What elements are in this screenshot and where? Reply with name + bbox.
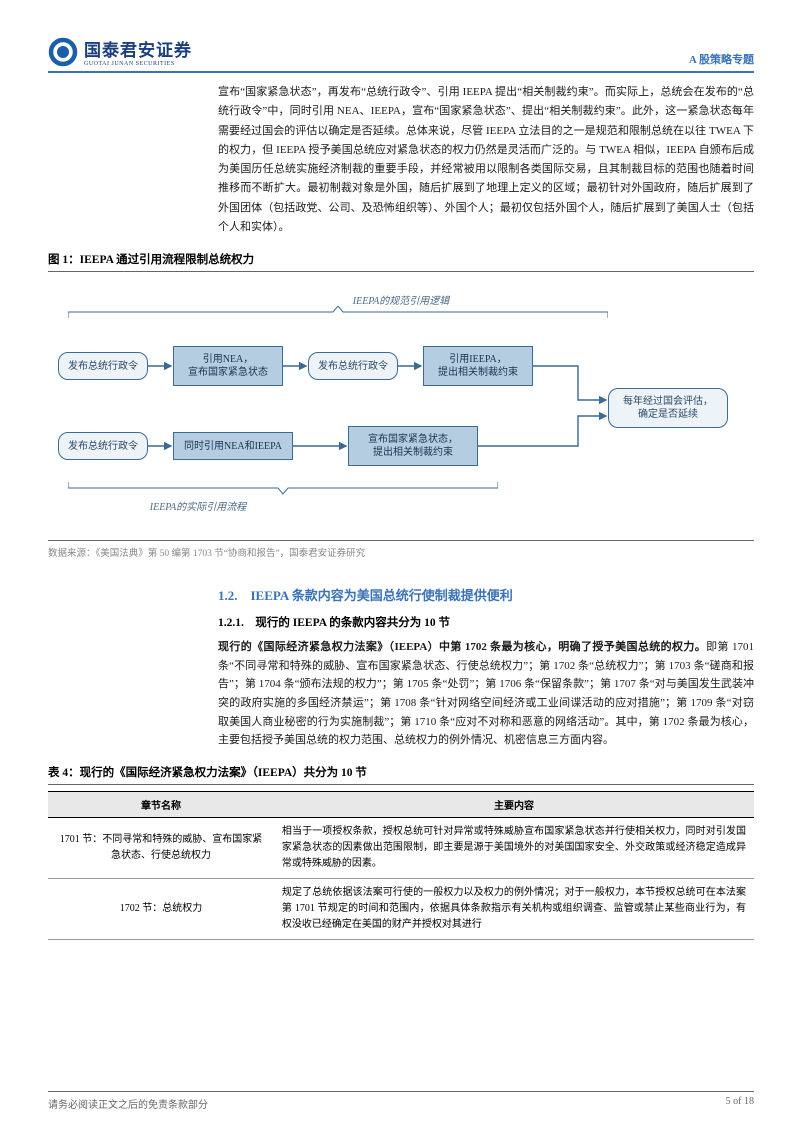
section-body-rest: 即第 1701 条“不同寻常和特殊的威胁、宣布国家紧急状态、行使总统权力”；第 … bbox=[218, 641, 754, 746]
table-header-1: 章节名称 bbox=[48, 792, 274, 818]
table-row: 1702 节：总统权力 规定了总统依据该法案可行使的一般权力以及权力的例外情况；… bbox=[48, 879, 754, 940]
flow-r1-b2: 引用NEA， 宣布国家紧急状态 bbox=[173, 346, 283, 386]
flow-top-label: IEEPA的规范引用逻辑 bbox=[48, 292, 754, 307]
table-4: 章节名称 主要内容 1701 节：不同寻常和特殊的威胁、宣布国家紧急状态、行使总… bbox=[48, 791, 754, 940]
flow-r2-b2: 同时引用NEA和IEEPA bbox=[173, 432, 293, 460]
flow-r2-b3: 宣布国家紧急状态， 提出相关制裁约束 bbox=[348, 426, 478, 466]
table-4-title: 表 4：现行的《国际经济紧急权力法案》（IEEPA）共分为 10 节 bbox=[48, 764, 754, 785]
table-cell: 1702 节：总统权力 bbox=[48, 879, 274, 940]
flow-bottom-label: IEEPA的实际引用流程 bbox=[0, 498, 448, 513]
footer-disclaimer: 请务必阅读正文之后的免责条款部分 bbox=[48, 1096, 208, 1111]
flow-r1-b1: 发布总统行政令 bbox=[58, 352, 148, 380]
table-cell: 1701 节：不同寻常和特殊的威胁、宣布国家紧急状态、行使总统权力 bbox=[48, 818, 274, 879]
heading-1-2-1: 1.2.1. 现行的 IEEPA 的条款内容共分为 10 节 bbox=[218, 614, 754, 630]
flow-r2-b1: 发布总统行政令 bbox=[58, 432, 148, 460]
bracket-top-icon bbox=[68, 306, 608, 320]
figure-1-title: 图 1：IEEPA 通过引用流程限制总统权力 bbox=[48, 251, 754, 272]
company-logo-icon bbox=[48, 37, 78, 67]
bracket-bottom-icon bbox=[68, 482, 498, 496]
page-header: 国泰君安证券 GUOTAI JUNAN SECURITIES A 股策略专题 bbox=[48, 36, 754, 73]
table-header-row: 章节名称 主要内容 bbox=[48, 792, 754, 818]
page-footer: 请务必阅读正文之后的免责条款部分 5 of 18 bbox=[48, 1091, 754, 1111]
flow-r1-b3: 发布总统行政令 bbox=[308, 352, 398, 380]
heading-1-2: 1.2. IEEPA 条款内容为美国总统行使制裁提供便利 bbox=[218, 585, 754, 604]
intro-paragraph: 宣布“国家紧急状态”，再发布“总统行政令”、引用 IEEPA 提出“相关制裁约束… bbox=[218, 83, 754, 237]
table-cell: 规定了总统依据该法案可行使的一般权力以及权力的例外情况；对于一般权力，本节授权总… bbox=[274, 879, 754, 940]
footer-page-number: 5 of 18 bbox=[726, 1096, 754, 1111]
figure-1-flowchart: IEEPA的规范引用逻辑 发布总统行政令 引用NEA， 宣布国家紧急状态 发布总… bbox=[48, 292, 754, 532]
flow-r1-b4: 引用IEEPA， 提出相关制裁约束 bbox=[423, 346, 533, 386]
logo-block: 国泰君安证券 GUOTAI JUNAN SECURITIES bbox=[48, 36, 192, 67]
header-topic: A 股策略专题 bbox=[689, 51, 754, 67]
section-body: 现行的《国际经济紧急权力法案》（IEEPA）中第 1702 条最为核心，明确了授… bbox=[218, 638, 754, 750]
table-row: 1701 节：不同寻常和特殊的威胁、宣布国家紧急状态、行使总统权力 相当于一项授… bbox=[48, 818, 754, 879]
section-body-bold: 现行的《国际经济紧急权力法案》（IEEPA）中第 1702 条最为核心，明确了授… bbox=[218, 641, 706, 653]
figure-1-source: 数据来源：《美国法典》第 50 编第 1703 节“协商和报告”，国泰君安证券研… bbox=[48, 540, 754, 559]
flow-final: 每年经过国会评估， 确定是否延续 bbox=[608, 388, 728, 428]
company-name-en: GUOTAI JUNAN SECURITIES bbox=[84, 61, 192, 67]
table-cell: 相当于一项授权条款，授权总统可针对异常或特殊威胁宣布国家紧急状态并行使相关权力，… bbox=[274, 818, 754, 879]
company-name-cn: 国泰君安证券 bbox=[84, 36, 192, 61]
table-header-2: 主要内容 bbox=[274, 792, 754, 818]
